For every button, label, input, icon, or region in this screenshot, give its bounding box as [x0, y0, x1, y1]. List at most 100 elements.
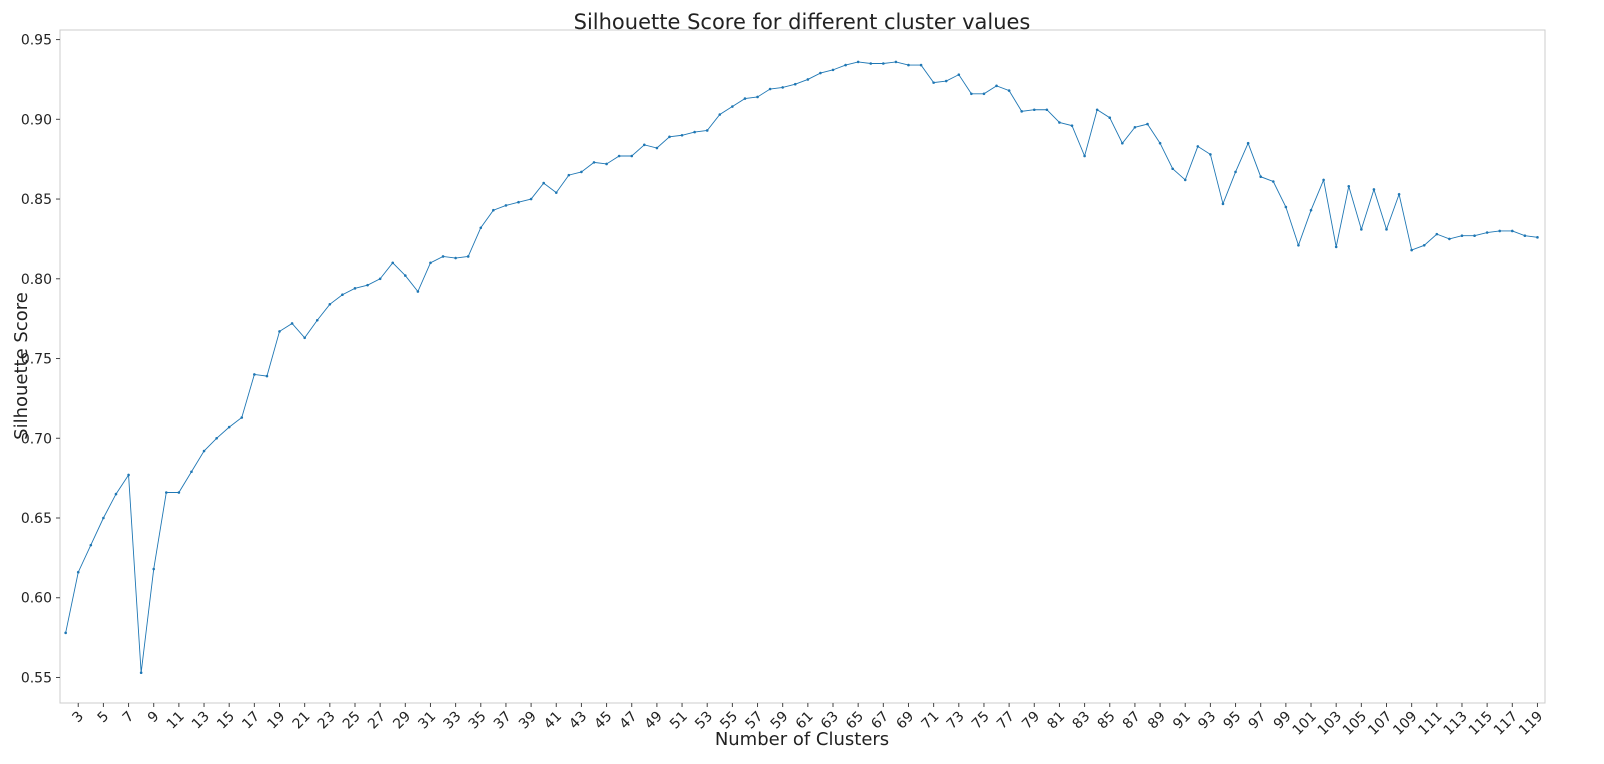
data-point	[982, 92, 986, 96]
x-tick-label: 35	[466, 709, 490, 733]
x-tick-label: 71	[919, 709, 943, 733]
y-tick-label: 0.60	[21, 591, 52, 607]
data-point	[278, 330, 281, 333]
data-point	[391, 261, 395, 265]
data-point	[542, 181, 545, 185]
data-point	[64, 631, 67, 635]
x-tick-label: 111	[1415, 709, 1445, 739]
data-point	[366, 283, 369, 287]
data-point	[1070, 124, 1074, 127]
data-point	[856, 60, 860, 64]
x-tick-label: 7	[120, 709, 138, 727]
data-point	[1385, 228, 1388, 231]
data-point	[1171, 167, 1174, 171]
data-point	[668, 135, 671, 139]
data-point	[1083, 154, 1086, 158]
data-point	[215, 436, 218, 440]
x-tick-label: 81	[1044, 709, 1068, 733]
data-point	[378, 277, 382, 281]
data-point	[1133, 125, 1137, 129]
x-tick-label: 103	[1315, 709, 1345, 739]
x-tick-label: 77	[994, 709, 1018, 733]
x-tick-label: 39	[516, 709, 540, 733]
data-point	[580, 170, 583, 174]
data-point	[466, 255, 470, 258]
x-tick-label: 75	[969, 709, 993, 733]
x-tick-label: 105	[1340, 709, 1370, 739]
x-tick-label: 19	[264, 709, 288, 733]
data-point	[479, 226, 483, 230]
x-tick-label: 109	[1390, 709, 1420, 739]
data-point	[114, 492, 118, 496]
data-point	[731, 105, 734, 108]
data-point	[793, 82, 797, 86]
data-point	[1271, 180, 1275, 183]
data-point	[315, 318, 319, 322]
data-point	[89, 543, 93, 547]
data-point	[655, 146, 659, 150]
data-point	[1372, 188, 1376, 191]
data-point	[290, 322, 294, 325]
data-point	[869, 62, 873, 65]
data-point	[1196, 145, 1200, 148]
data-point	[1397, 192, 1401, 196]
x-tick-label: 53	[692, 709, 716, 733]
x-tick-label: 87	[1120, 709, 1144, 733]
data-point	[1498, 229, 1502, 233]
data-point	[1435, 232, 1439, 236]
x-tick-label: 49	[642, 709, 666, 733]
data-point	[806, 78, 810, 81]
data-point	[1146, 122, 1149, 126]
data-point	[1007, 89, 1011, 92]
x-tick-label: 117	[1491, 709, 1521, 739]
x-tick-label: 15	[214, 709, 238, 733]
data-point	[1108, 116, 1112, 120]
data-point	[1334, 245, 1338, 249]
data-point	[152, 567, 156, 571]
data-point	[303, 336, 306, 340]
x-axis-label: Number of Clusters	[715, 729, 889, 750]
data-point	[404, 274, 407, 277]
x-tick-label: 115	[1466, 709, 1496, 739]
data-point	[517, 200, 520, 204]
data-point	[819, 71, 822, 75]
y-tick-label: 0.55	[21, 670, 52, 686]
y-tick-label: 0.80	[21, 272, 52, 288]
x-tick-label: 41	[541, 709, 565, 733]
data-point	[768, 87, 772, 91]
y-tick-label: 0.75	[21, 352, 52, 368]
data-point	[1183, 178, 1187, 182]
y-axis-label: Silhouette Score	[11, 292, 32, 440]
x-tick-label: 95	[1220, 709, 1244, 733]
data-point	[957, 73, 961, 76]
data-point	[1284, 205, 1288, 209]
y-tick-label: 0.70	[21, 431, 52, 447]
x-tick-label: 29	[390, 709, 414, 733]
series-line	[65, 61, 1538, 673]
data-point	[970, 92, 973, 96]
data-point	[1259, 175, 1263, 179]
y-tick-label: 0.65	[21, 511, 52, 527]
data-point	[1209, 153, 1212, 156]
data-point	[844, 63, 847, 67]
x-tick-label: 47	[617, 709, 641, 733]
data-point	[76, 570, 80, 574]
data-point	[1510, 229, 1514, 233]
data-point	[190, 470, 193, 474]
data-point	[429, 261, 432, 265]
data-point	[1221, 202, 1225, 206]
x-tick-label: 21	[290, 709, 314, 733]
data-point	[1297, 243, 1300, 247]
x-tick-label: 45	[591, 709, 615, 733]
x-tick-label: 43	[566, 709, 590, 733]
data-point	[1045, 108, 1049, 112]
data-point	[240, 416, 244, 419]
x-tick-label: 79	[1019, 709, 1043, 733]
x-tick-label: 33	[441, 709, 465, 733]
data-point	[341, 293, 344, 297]
data-point	[756, 95, 759, 99]
data-point	[680, 133, 684, 137]
x-tick-label: 9	[145, 709, 163, 727]
plot-frame	[59, 29, 1546, 704]
chart-title: Silhouette Score for different cluster v…	[574, 10, 1031, 34]
